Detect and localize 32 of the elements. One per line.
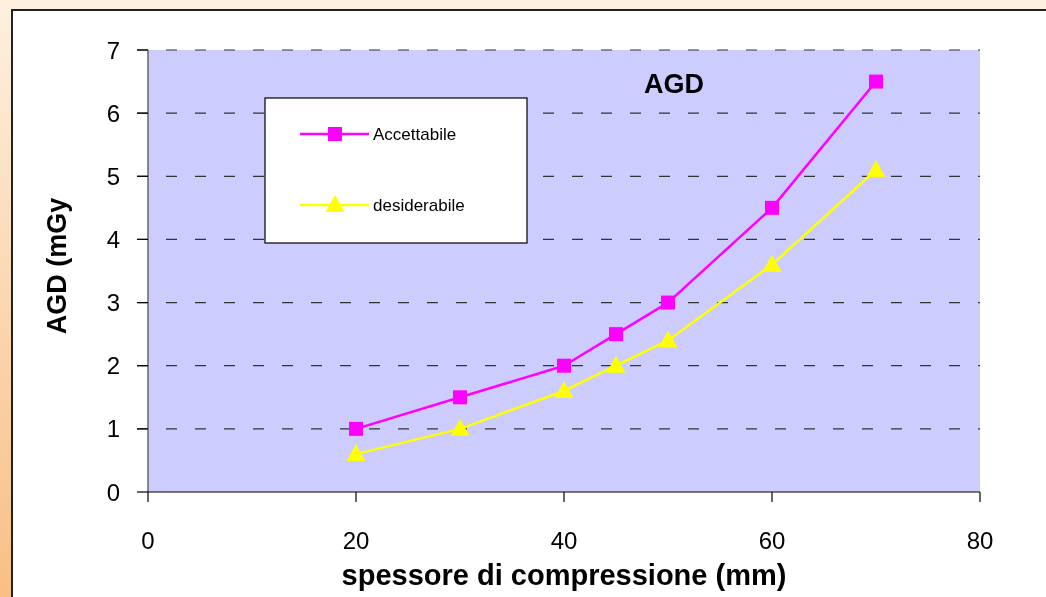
legend-label: desiderabile: [373, 196, 465, 216]
point: [661, 295, 675, 310]
point: [869, 74, 883, 89]
point: [453, 390, 467, 405]
y-tick-label: 4: [106, 226, 120, 254]
point: [554, 380, 574, 398]
point: [450, 418, 470, 436]
x-tick-label: 0: [141, 527, 155, 554]
point: [866, 159, 886, 177]
point: [609, 327, 623, 342]
y-tick-label: 5: [106, 162, 120, 190]
y-tick-label: 1: [106, 415, 120, 443]
x-tick-label: 60: [758, 527, 786, 554]
y-tick-label: 0: [106, 478, 120, 506]
x-tick-label: 20: [342, 527, 370, 554]
point: [349, 421, 363, 436]
legend-label: Accettabile: [373, 125, 457, 145]
x-tick-label: 40: [550, 527, 578, 554]
y-tick-label: 7: [106, 36, 120, 64]
x-axis-title: spessore di compressione (mm): [341, 559, 787, 591]
y-tick-label: 3: [106, 289, 120, 317]
point: [557, 358, 571, 373]
point: [762, 254, 782, 272]
y-axis-title: AGD (mGy: [42, 197, 72, 335]
point: [606, 355, 626, 373]
x-tick-label: 80: [966, 527, 994, 554]
point: [658, 330, 678, 348]
y-tick-label: 2: [106, 352, 120, 380]
point: [346, 444, 366, 462]
point: [765, 200, 779, 215]
text: AGD: [644, 69, 704, 99]
y-tick-label: 6: [106, 99, 120, 127]
